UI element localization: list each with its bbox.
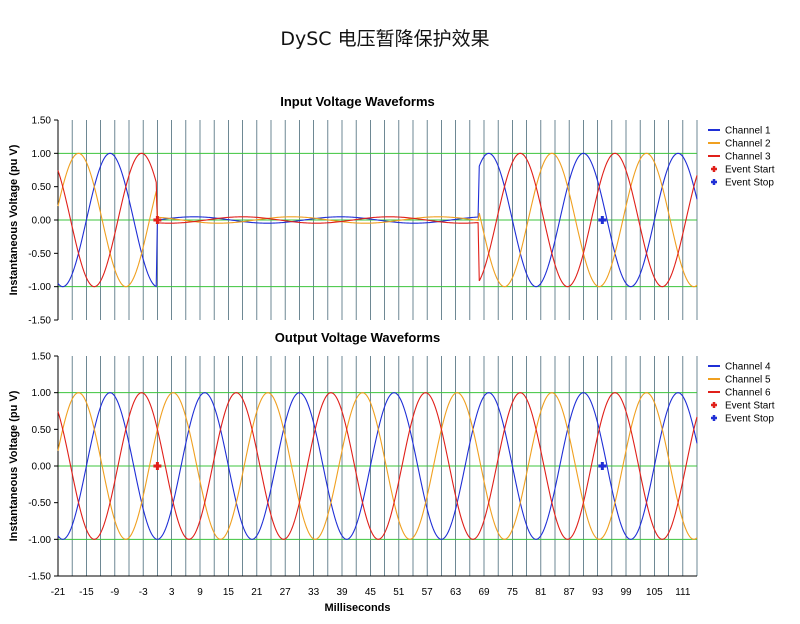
x-tick-label: 51 bbox=[393, 587, 405, 598]
x-tick-label: 33 bbox=[308, 587, 320, 598]
series-line-channel-2 bbox=[57, 152, 698, 288]
x-tick-label: 93 bbox=[592, 587, 604, 598]
y-tick-label: -0.50 bbox=[28, 498, 51, 509]
event-marker-event-start bbox=[153, 216, 162, 224]
y-tick-label: -0.50 bbox=[28, 249, 51, 260]
output-voltage-chart: Output Voltage Waveforms 1.50 1.00 0.50 0.00… bbox=[8, 330, 775, 614]
y-tick-label: -1.00 bbox=[28, 282, 51, 293]
x-tick-label: 81 bbox=[535, 587, 547, 598]
x-tick-label: 39 bbox=[336, 587, 348, 598]
y-tick-label: 1.50 bbox=[32, 116, 52, 127]
y-tick-label: -1.50 bbox=[28, 572, 51, 583]
x-axis-label: Milliseconds bbox=[324, 602, 390, 614]
y-tick-label: -1.50 bbox=[28, 316, 51, 327]
legend-label: Event Stop bbox=[725, 414, 774, 425]
x-tick-label: 57 bbox=[422, 587, 434, 598]
series-line-channel-5 bbox=[57, 392, 698, 540]
y-tick-label: 1.00 bbox=[32, 149, 52, 160]
chart-title: Output Voltage Waveforms bbox=[275, 330, 440, 345]
x-tick-label: 27 bbox=[280, 587, 292, 598]
legend-label: Event Stop bbox=[725, 178, 774, 189]
legend-label: Channel 3 bbox=[725, 152, 771, 163]
x-tick-label: -9 bbox=[110, 587, 119, 598]
y-tick-label: 0.50 bbox=[32, 182, 52, 193]
legend-event-swatch bbox=[711, 179, 717, 185]
y-axis-label: Instantaneous Voltage (pu V) bbox=[8, 390, 20, 541]
x-tick-label: 111 bbox=[675, 587, 691, 598]
series-line-channel-1 bbox=[57, 152, 698, 288]
legend-event-swatch bbox=[711, 415, 717, 421]
y-tick-label: 0.50 bbox=[32, 425, 52, 436]
x-tick-label: -3 bbox=[139, 587, 148, 598]
x-tick-label: 15 bbox=[223, 587, 235, 598]
y-tick-label: 1.50 bbox=[32, 352, 52, 363]
series-line-channel-4 bbox=[57, 392, 698, 540]
legend-label: Channel 5 bbox=[725, 375, 771, 386]
series-line-channel-6 bbox=[57, 392, 698, 540]
legend-label: Channel 6 bbox=[725, 388, 771, 399]
event-marker-event-stop bbox=[598, 462, 607, 470]
x-tick-label: 87 bbox=[564, 587, 576, 598]
legend-label: Channel 2 bbox=[725, 139, 771, 150]
x-tick-label: 99 bbox=[620, 587, 632, 598]
legend-label: Channel 4 bbox=[725, 362, 771, 373]
y-tick-label: 1.00 bbox=[32, 388, 52, 399]
legend-event-swatch bbox=[711, 402, 717, 408]
x-tick-label: 63 bbox=[450, 587, 462, 598]
x-tick-label: 9 bbox=[197, 587, 203, 598]
x-tick-label: 45 bbox=[365, 587, 377, 598]
y-tick-label: -1.00 bbox=[28, 535, 51, 546]
figure-title: DySC 电压暂降保护效果 bbox=[280, 28, 489, 50]
input-voltage-chart: Input Voltage Waveforms 1.50 1.00 0.50 0.00 -… bbox=[8, 94, 775, 327]
series-line-channel-3 bbox=[57, 152, 698, 288]
y-tick-label: 0.00 bbox=[32, 462, 52, 473]
x-tick-label: 105 bbox=[646, 587, 663, 598]
chart-title: Input Voltage Waveforms bbox=[280, 94, 435, 109]
x-tick-label: -15 bbox=[79, 587, 94, 598]
x-tick-label: 75 bbox=[507, 587, 519, 598]
event-marker-event-stop bbox=[598, 216, 607, 224]
legend-label: Event Start bbox=[725, 165, 775, 176]
legend-label: Channel 1 bbox=[725, 126, 771, 137]
x-tick-label: 3 bbox=[169, 587, 175, 598]
legend-label: Event Start bbox=[725, 401, 775, 412]
event-marker-event-start bbox=[153, 462, 162, 470]
x-tick-label: -21 bbox=[51, 587, 66, 598]
y-axis-label: Instantaneous Voltage (pu V) bbox=[8, 144, 20, 295]
y-tick-label: 0.00 bbox=[32, 216, 52, 227]
x-tick-label: 21 bbox=[251, 587, 263, 598]
x-tick-label: 69 bbox=[478, 587, 490, 598]
legend-event-swatch bbox=[711, 166, 717, 172]
